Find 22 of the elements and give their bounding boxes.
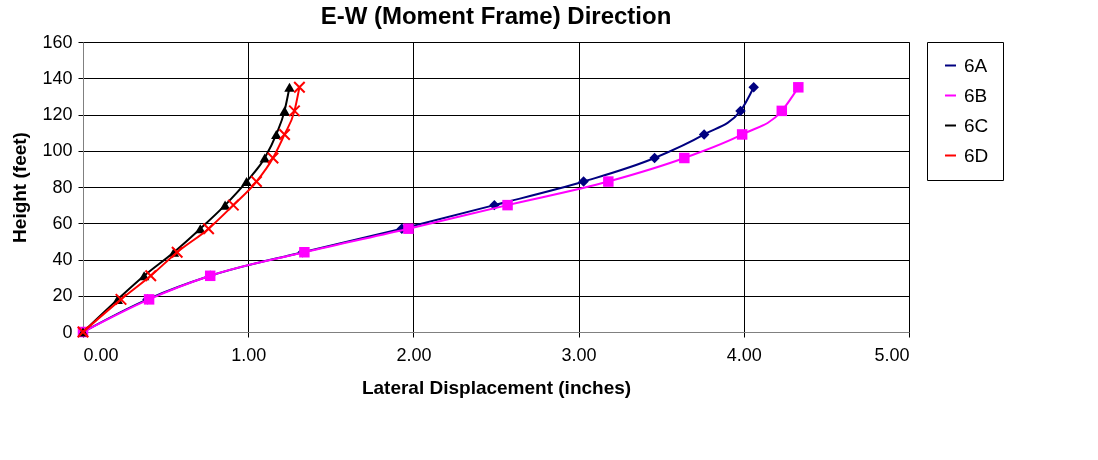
y-tick-label: 20	[52, 285, 73, 306]
x-axis-title: Lateral Displacement (inches)	[361, 376, 632, 398]
x-tick-label: 5.00	[874, 344, 910, 365]
x-tick-label: 0.00	[83, 344, 119, 365]
y-tick-label: 160	[42, 31, 73, 52]
y-tick-label: 0	[62, 321, 73, 342]
x-tick-label: 3.00	[561, 344, 597, 365]
legend-label: 6C	[964, 114, 989, 136]
chart-title: E-W (Moment Frame) Direction	[320, 2, 672, 29]
legend-label: 6A	[964, 54, 988, 76]
y-tick-label: 80	[52, 176, 73, 197]
legend-label: 6D	[964, 144, 989, 166]
x-tick-label: 2.00	[396, 344, 432, 365]
y-tick-label: 120	[42, 104, 73, 124]
x-tick-label: 1.00	[231, 344, 267, 365]
legend-label: 6B	[964, 84, 988, 106]
y-tick-label: 140	[42, 67, 73, 88]
x-tick-label: 4.00	[726, 344, 762, 365]
y-tick-label: 40	[52, 249, 73, 269]
y-axis-title: Height (feet)	[9, 132, 31, 243]
y-tick-label: 100	[42, 140, 73, 161]
y-tick-label: 60	[52, 212, 73, 233]
